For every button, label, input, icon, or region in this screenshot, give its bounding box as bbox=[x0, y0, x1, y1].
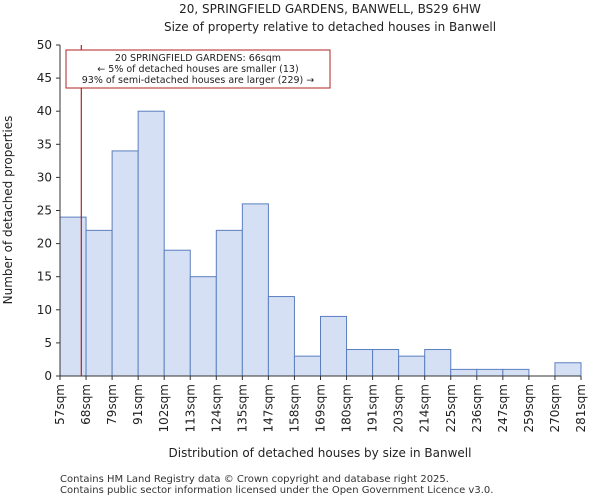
x-tick-label: 169sqm bbox=[314, 384, 328, 432]
x-tick-label: 102sqm bbox=[157, 384, 171, 432]
bar-91sqm bbox=[137, 110, 165, 377]
bar-247sqm bbox=[502, 368, 530, 377]
y-tick-label: 30 bbox=[37, 170, 52, 184]
x-tick-label: 191sqm bbox=[366, 384, 380, 432]
x-tick-label: 79sqm bbox=[105, 384, 119, 425]
footer-line-1: Contains HM Land Registry data © Crown c… bbox=[60, 474, 449, 485]
x-tick-label: 270sqm bbox=[548, 384, 562, 432]
x-tick-label: 158sqm bbox=[287, 384, 301, 432]
y-tick-label: 15 bbox=[37, 270, 52, 284]
y-tick-label: 50 bbox=[37, 38, 52, 52]
bar-79sqm bbox=[111, 150, 139, 377]
x-tick-label: 180sqm bbox=[340, 384, 354, 432]
bar-147sqm bbox=[267, 296, 295, 377]
x-tick-label: 68sqm bbox=[79, 384, 93, 425]
x-tick-label: 113sqm bbox=[183, 384, 197, 432]
x-tick-label: 281sqm bbox=[574, 384, 588, 432]
bar-102sqm bbox=[163, 249, 191, 377]
bar-203sqm bbox=[398, 355, 426, 377]
annotation-line-3: 93% of semi-detached houses are larger (… bbox=[82, 75, 315, 86]
x-tick-label: 247sqm bbox=[496, 384, 510, 432]
footer-line-2: Contains public sector information licen… bbox=[60, 485, 494, 496]
annotation-line-2: ← 5% of detached houses are smaller (13) bbox=[97, 64, 298, 75]
x-tick-label: 203sqm bbox=[392, 384, 406, 432]
bar-57sqm bbox=[59, 216, 87, 377]
chart-subtitle: Size of property relative to detached ho… bbox=[164, 20, 496, 34]
x-tick-label: 214sqm bbox=[418, 384, 432, 432]
y-axis-label: Number of detached properties bbox=[1, 116, 15, 305]
bar-236sqm bbox=[476, 368, 504, 377]
y-tick-label: 20 bbox=[37, 237, 52, 251]
y-tick-label: 35 bbox=[37, 137, 52, 151]
bar-124sqm bbox=[215, 229, 243, 377]
chart-title: 20, SPRINGFIELD GARDENS, BANWELL, BS29 6… bbox=[179, 2, 481, 16]
bar-135sqm bbox=[241, 203, 269, 377]
bar-68sqm bbox=[85, 229, 113, 377]
bar-180sqm bbox=[346, 349, 374, 377]
bar-158sqm bbox=[293, 355, 322, 377]
x-axis-label: Distribution of detached houses by size … bbox=[169, 446, 472, 460]
x-tick-label: 57sqm bbox=[53, 384, 67, 425]
bar-113sqm bbox=[189, 276, 217, 377]
annotation-box bbox=[65, 49, 331, 89]
x-tick-label: 135sqm bbox=[235, 384, 249, 432]
y-tick-label: 45 bbox=[37, 71, 52, 85]
x-tick-label: 91sqm bbox=[131, 384, 145, 425]
bar-225sqm bbox=[450, 368, 478, 377]
footer: Contains HM Land Registry data © Crown c… bbox=[60, 474, 493, 496]
annotation-line-1: 20 SPRINGFIELD GARDENS: 66sqm bbox=[115, 53, 281, 64]
x-tick-label: 259sqm bbox=[522, 384, 536, 432]
bar-270sqm bbox=[554, 362, 582, 377]
bar-214sqm bbox=[424, 349, 452, 377]
x-tick-label: 124sqm bbox=[209, 384, 223, 432]
y-tick-label: 5 bbox=[44, 336, 52, 350]
y-tick-label: 25 bbox=[37, 204, 52, 218]
y-tick-label: 0 bbox=[44, 369, 52, 383]
y-tick-label: 10 bbox=[37, 303, 52, 317]
y-tick-label: 40 bbox=[37, 104, 52, 118]
bar-191sqm bbox=[372, 349, 400, 377]
x-tick-label: 147sqm bbox=[261, 384, 275, 432]
x-tick-label: 225sqm bbox=[444, 384, 458, 432]
bar-169sqm bbox=[320, 315, 348, 377]
x-tick-label: 236sqm bbox=[470, 384, 484, 432]
